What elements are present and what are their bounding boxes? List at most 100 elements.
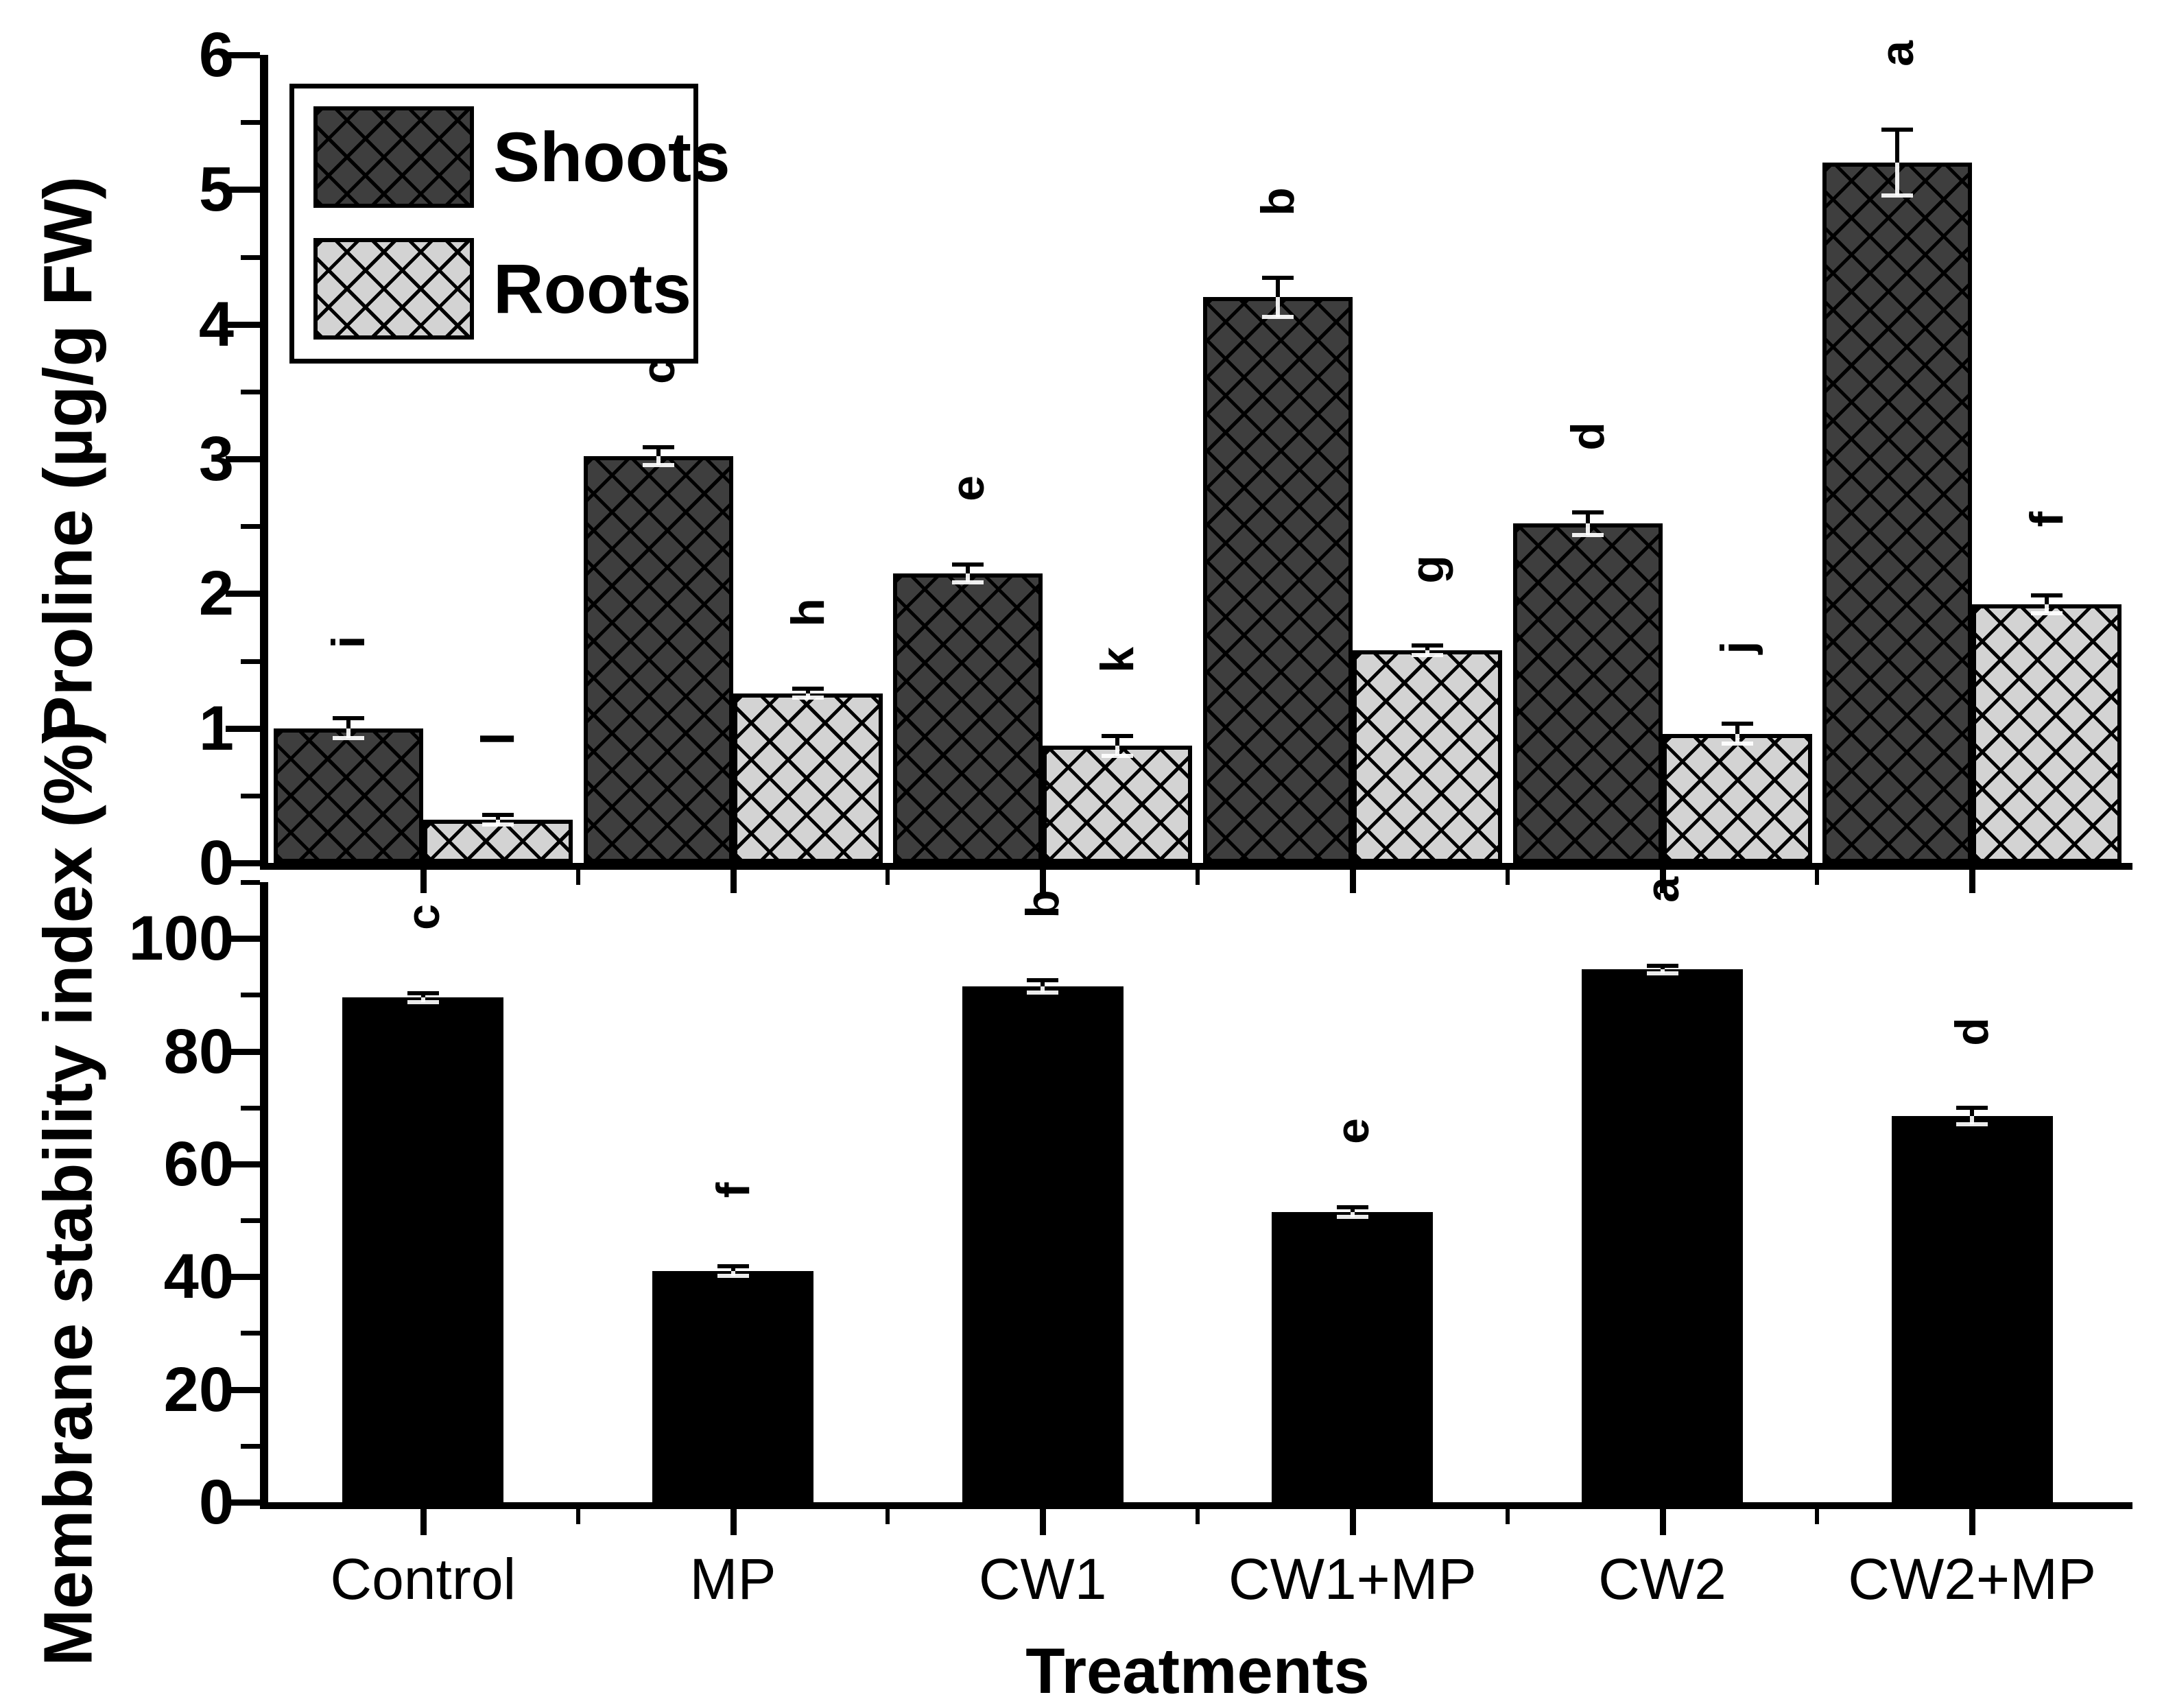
sig-letter: e: [942, 475, 995, 502]
error-bar-msi: [1336, 1205, 1368, 1219]
error-cap-bottom: [642, 462, 674, 467]
xtick-minor-mid: [1505, 870, 1510, 885]
bar-roots-CW1: [1043, 746, 1193, 863]
error-bar-shoots: [952, 562, 984, 584]
xtick-major-bottom: [420, 1509, 427, 1535]
error-cap-bottom: [1721, 742, 1753, 746]
ytick-label: 2: [198, 558, 234, 629]
xtick-major-bottom: [1969, 1509, 1976, 1535]
xtick-major-bottom: [1659, 1509, 1666, 1535]
error-line-lower: [1041, 986, 1045, 993]
legend-swatch-shoots: [313, 106, 474, 208]
xtick-minor-bottom: [1505, 1509, 1510, 1524]
error-cap-bottom: [1102, 753, 1134, 758]
error-bar-msi: [1956, 1106, 1988, 1126]
sig-letter: i: [322, 635, 375, 649]
error-cap-bottom: [1571, 532, 1604, 537]
error-line-lower: [420, 997, 425, 1003]
xtick-major-mid: [730, 870, 737, 893]
error-line-lower: [346, 728, 350, 739]
top-panel-baseline: [260, 863, 2132, 870]
bottom-panel-baseline: [260, 1502, 2132, 1509]
error-line-lower: [1585, 523, 1590, 535]
error-line-upper: [730, 1266, 735, 1272]
xtick-minor-bottom: [1815, 1509, 1820, 1524]
error-bar-roots: [1411, 643, 1443, 657]
error-cap-bottom: [1027, 991, 1059, 995]
xtick-minor-bottom: [886, 1509, 890, 1524]
bar-msi-MP: [652, 1271, 813, 1502]
error-bar-roots: [1102, 733, 1134, 758]
error-bar-shoots: [1571, 510, 1604, 537]
error-line-upper: [495, 815, 500, 820]
error-line-upper: [1735, 723, 1739, 734]
bar-roots-CW2+MP: [1972, 604, 2122, 863]
error-line-upper: [966, 565, 971, 573]
error-line-upper: [1275, 277, 1280, 298]
bar-shoots-CW2: [1512, 523, 1663, 863]
msi-axis-title: Membrane stability index (%): [29, 720, 107, 1667]
error-cap-bottom: [1261, 314, 1294, 319]
ytick-minor-bottom: [241, 880, 260, 885]
error-bar-shoots: [642, 445, 674, 467]
ytick-major-top: [226, 725, 260, 732]
error-bar-msi: [1646, 964, 1678, 975]
x-category-label: MP: [689, 1547, 776, 1611]
error-line-upper: [420, 993, 425, 998]
error-bar-msi: [717, 1264, 749, 1278]
sig-letter: a: [1871, 40, 1924, 67]
bar-shoots-Control: [273, 728, 423, 863]
ytick-major-top: [226, 591, 260, 597]
top-panel-y-axis-line: [260, 55, 268, 870]
error-cap-bottom: [1411, 652, 1443, 657]
ytick-minor-top: [241, 120, 260, 126]
xtick-major-mid: [1659, 870, 1666, 893]
bar-msi-CW2: [1582, 969, 1743, 1502]
error-line-lower: [805, 693, 810, 698]
bar-roots-MP: [733, 693, 883, 863]
x-axis-title: Treatments: [1025, 1635, 1370, 1707]
bar-shoots-CW1+MP: [1202, 297, 1353, 863]
sig-letter: b: [1251, 187, 1304, 216]
ytick-label: 0: [198, 828, 234, 898]
error-bar-roots: [1721, 721, 1753, 746]
xtick-major-mid: [1969, 870, 1976, 893]
error-line-lower: [1970, 1116, 1975, 1124]
ytick-label: 60: [163, 1128, 234, 1199]
error-line-lower: [2045, 604, 2049, 613]
ytick-minor-bottom: [241, 1331, 260, 1336]
ytick-major-bottom: [226, 1161, 260, 1167]
ytick-label: 1: [198, 693, 234, 763]
xtick-minor-mid: [1196, 870, 1200, 885]
error-line-upper: [1041, 980, 1045, 987]
x-category-label: Control: [330, 1547, 516, 1611]
ytick-minor-bottom: [241, 1218, 260, 1224]
ytick-major-bottom: [226, 936, 260, 942]
ytick-major-top: [226, 860, 260, 866]
error-cap-bottom: [952, 580, 984, 584]
sig-letter: j: [1711, 641, 1763, 654]
ytick-major-bottom: [226, 1499, 260, 1506]
sig-letter: l: [471, 732, 524, 746]
error-line-upper: [2045, 595, 2049, 605]
ytick-major-top: [226, 52, 260, 58]
x-category-label: CW1: [978, 1547, 1107, 1611]
sig-letter: k: [1091, 646, 1144, 673]
error-cap-bottom: [332, 736, 364, 741]
error-cap-bottom: [2031, 610, 2063, 615]
x-category-label: CW2: [1598, 1547, 1726, 1611]
bar-msi-CW1: [962, 986, 1124, 1502]
error-line-lower: [730, 1271, 735, 1276]
error-line-upper: [1115, 735, 1120, 746]
sig-letter: f: [2021, 512, 2073, 527]
bar-roots-CW2: [1662, 733, 1812, 863]
xtick-minor-bottom: [1196, 1509, 1200, 1524]
sig-letter: e: [1326, 1117, 1379, 1144]
error-cap-bottom: [1646, 971, 1678, 975]
error-bar-shoots: [1261, 275, 1294, 319]
xtick-minor-mid: [886, 870, 890, 885]
xtick-minor-mid: [575, 870, 580, 885]
ytick-label: 3: [198, 424, 234, 494]
error-line-upper: [1350, 1207, 1355, 1212]
ytick-minor-bottom: [241, 1105, 260, 1111]
